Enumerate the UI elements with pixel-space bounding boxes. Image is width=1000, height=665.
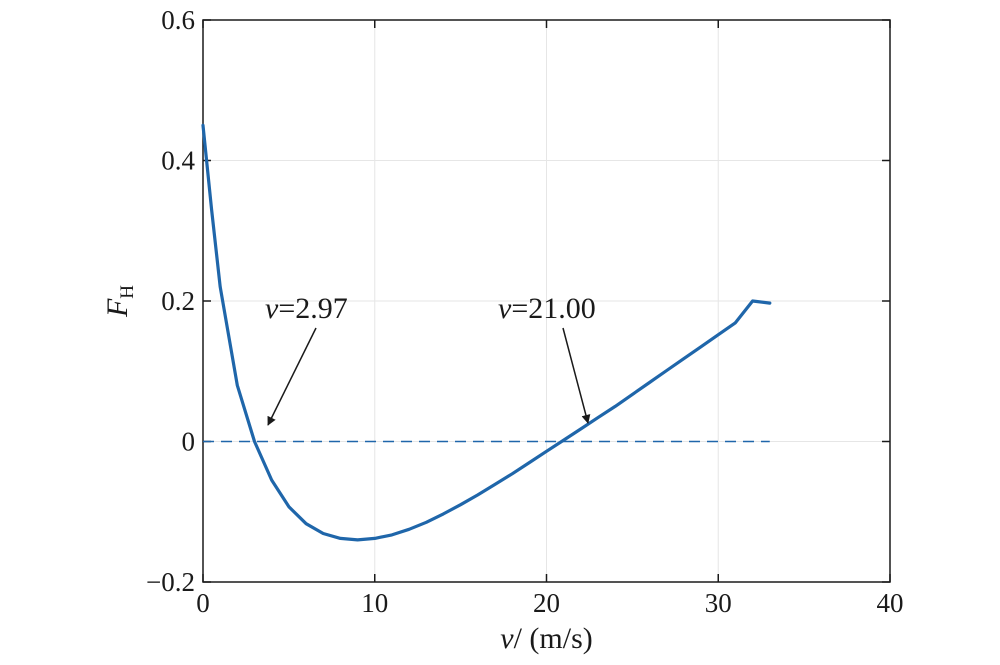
x-tick-label: 40 bbox=[877, 588, 904, 618]
y-axis-label: FH bbox=[101, 285, 138, 318]
annotation-value: =21.00 bbox=[511, 292, 595, 325]
annotation-var: v bbox=[265, 292, 279, 325]
annotation-arrow bbox=[562, 327, 591, 424]
y-tick-label: 0.6 bbox=[161, 5, 195, 35]
y-tick-label: −0.2 bbox=[146, 567, 195, 597]
x-axis-label-var: v bbox=[500, 622, 514, 655]
series-line bbox=[201, 123, 772, 542]
annotations: v=2.97 v=21.00 bbox=[265, 292, 596, 426]
x-tick-label: 10 bbox=[361, 588, 388, 618]
x-axis-label: v/ (m/s) bbox=[500, 622, 593, 655]
annotation-label: v=2.97 bbox=[265, 292, 348, 325]
y-tick-label: 0 bbox=[182, 427, 196, 457]
y-axis-label-var: F bbox=[101, 298, 134, 318]
data-layer bbox=[201, 123, 772, 542]
x-axis-label-unit: / (m/s) bbox=[514, 622, 593, 655]
x-tick-label: 20 bbox=[533, 588, 560, 618]
annotation-var: v bbox=[498, 292, 512, 325]
annotation-value: =2.97 bbox=[278, 292, 347, 325]
y-tick-label: 0.4 bbox=[161, 146, 195, 176]
annotation-arrow bbox=[267, 327, 317, 426]
y-axis-label-sub: H bbox=[117, 285, 138, 299]
annotation-label: v=21.00 bbox=[498, 292, 596, 325]
x-tick-label: 0 bbox=[196, 588, 210, 618]
x-tick-label: 30 bbox=[705, 588, 732, 618]
axis-ticks: 0 10 20 30 40−0.200.20.40.6 bbox=[146, 5, 903, 618]
y-tick-label: 0.2 bbox=[161, 286, 195, 316]
